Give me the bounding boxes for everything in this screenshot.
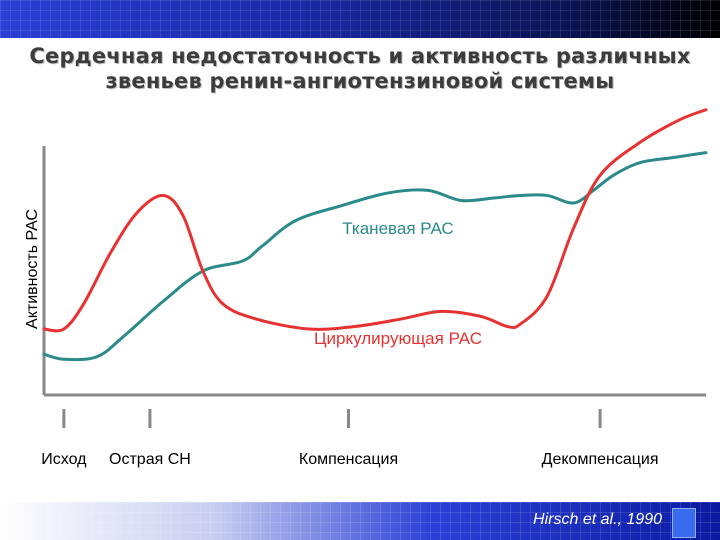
slide-title: Сердечная недостаточность и активность р… [0,44,720,94]
series-label-circulating: Циркулирующая РАС [314,329,482,348]
series-line-tissue [42,151,708,362]
x-tick-label: Компенсация [299,451,398,468]
series-line-circulating [42,108,708,333]
y-axis-label: Активность РАС [24,209,41,329]
citation-box [672,508,696,538]
bottom-banner [0,502,720,540]
title-line-1: Сердечная недостаточность и активность р… [29,44,691,68]
series-label-tissue: Тканевая РАС [342,219,453,238]
chart-axes [42,146,706,428]
top-banner [0,0,720,38]
title-line-2: звеньев ренин-ангиотензиновой системы [105,69,615,93]
citation: Hirsch et al., 1990 [533,511,662,528]
x-tick-label: Острая СН [109,451,191,468]
chart: Исход Острая СН Компенсация Декомпенсация Ак… [24,108,708,468]
chart-lines [42,108,708,362]
x-tick-label: Исход [41,451,87,468]
chart-labels: Исход Острая СН Компенсация Декомпенсация Ак… [24,209,659,468]
x-tick-label: Декомпенсация [542,451,659,468]
